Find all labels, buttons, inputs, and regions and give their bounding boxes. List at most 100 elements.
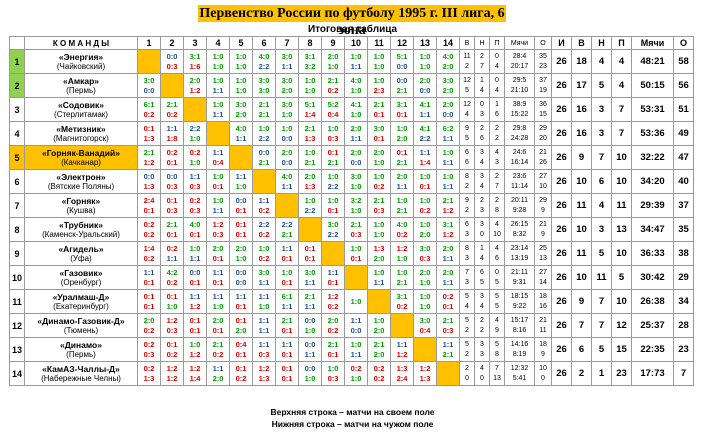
home-score: 0:1	[143, 123, 155, 133]
match-cell: 2:0 1:1	[436, 241, 460, 266]
match-cell: 3:0 0:4	[413, 313, 437, 338]
match-cell: 0:0 2:1	[252, 145, 276, 170]
split-points-cell: 29 20	[534, 121, 552, 146]
home-score: 3:0	[281, 51, 293, 61]
match-cell: 0:0 0:3	[160, 169, 184, 194]
team-name-cell: «Метизник» (Магнитогорск)	[24, 121, 138, 146]
team-name: «Динамо»	[60, 339, 102, 350]
match-cell: 3:0 0:3	[413, 241, 437, 266]
away-score: 1:3	[143, 133, 155, 143]
total-points: 51	[673, 97, 694, 122]
total-goals: 50:15	[631, 73, 674, 98]
away-score: 1:0	[258, 301, 270, 311]
match-cell: 2:1 0:2	[321, 73, 345, 98]
match-cell: 0:1 0:1	[229, 217, 253, 242]
away-draw-count: 3	[480, 110, 484, 118]
home-score: 5:2	[327, 99, 339, 109]
home-score: 2:1	[258, 99, 270, 109]
home-win-count: 7	[465, 268, 469, 276]
away-score: 0:1	[212, 253, 224, 263]
home-win-count: 12	[463, 76, 471, 84]
away-points: 9	[541, 350, 545, 358]
away-score: 1:0	[419, 301, 431, 311]
away-score: 0:2	[258, 229, 270, 239]
match-cell: 0:1 0:2	[229, 361, 253, 386]
away-score: 1:0	[235, 85, 247, 95]
match-cell: 1:0 1:1	[436, 145, 460, 170]
match-cell: 1:0 1:2	[183, 337, 207, 362]
match-cell: 1:0 1:0	[206, 49, 230, 74]
home-score: 1:0	[327, 363, 339, 373]
total-played: 26	[551, 145, 572, 170]
home-score: 0:0	[258, 147, 270, 157]
match-cell: 2:4 0:1	[137, 193, 161, 218]
home-score: 4:1	[350, 99, 362, 109]
match-cell: 0:1 0:2	[160, 337, 184, 362]
match-cell: 1:0 1:1	[206, 193, 230, 218]
split-loss-cell: 7 13	[489, 361, 505, 386]
away-goals: 15:22	[510, 110, 529, 118]
header-opponent: 6	[252, 36, 276, 50]
total-wins: 7	[571, 313, 592, 338]
away-score: 1:0	[419, 277, 431, 287]
team-place: 6	[9, 169, 25, 194]
total-draws: 5	[591, 73, 612, 98]
away-score: 2:1	[442, 349, 454, 359]
home-score: 3:1	[442, 219, 454, 229]
home-score: 4:0	[350, 75, 362, 85]
match-cell: 0:1 2:0	[229, 313, 253, 338]
match-cell: 2:1 1:2	[436, 193, 460, 218]
away-score: 1:0	[235, 253, 247, 263]
total-goals: 26:38	[631, 289, 674, 314]
team-name-cell: «Агидель» (Уфа)	[24, 241, 138, 266]
home-score: 3:0	[419, 315, 431, 325]
away-score: 1:0	[235, 181, 247, 191]
team-city: (Качканар)	[61, 157, 101, 167]
away-win-count: 5	[465, 134, 469, 142]
home-score: 1:1	[235, 291, 247, 301]
team-place: 7	[9, 193, 25, 218]
home-score: 1:2	[327, 291, 339, 301]
home-goals: 29:5	[512, 76, 527, 84]
away-loss-count: 5	[495, 302, 499, 310]
away-score: 1:2	[189, 349, 201, 359]
away-win-count: 3	[465, 254, 469, 262]
home-draw-count: 3	[480, 172, 484, 180]
home-score: 0:1	[235, 363, 247, 373]
away-score: 1:1	[304, 349, 316, 359]
self-match-cell	[137, 49, 161, 74]
home-score: 5:1	[304, 99, 316, 109]
match-cell: 1:0 0:1	[321, 193, 345, 218]
match-cell: 5:2 0:4	[321, 97, 345, 122]
away-score: 1:1	[442, 157, 454, 167]
match-cell: 1:1 0:1	[275, 337, 299, 362]
home-draw-count: 1	[480, 244, 484, 252]
away-score: 1:3	[258, 373, 270, 383]
total-played: 26	[551, 241, 572, 266]
away-score: 0:2	[327, 325, 339, 335]
away-score: 1:1	[189, 253, 201, 263]
match-cell: 1:0 2:0	[390, 121, 414, 146]
total-goals: 22:35	[631, 337, 674, 362]
away-points: 15	[539, 110, 547, 118]
away-loss-count: 9	[495, 326, 499, 334]
match-cell: 0:0 1:3	[137, 169, 161, 194]
home-score: 1:1	[143, 267, 155, 277]
home-draw-count: 0	[480, 100, 484, 108]
total-points: 49	[673, 121, 694, 146]
total-draws: 7	[591, 289, 612, 314]
home-score: 1:2	[258, 363, 270, 373]
match-cell: 6:1 1:1	[275, 289, 299, 314]
home-score: 1:0	[373, 171, 385, 181]
team-city: (Магнитогорск)	[53, 133, 109, 143]
home-score: 1:0	[419, 219, 431, 229]
match-cell: 1:0 0:1	[275, 265, 299, 290]
away-score: 2:0	[373, 253, 385, 263]
header-opponent: 7	[275, 36, 299, 50]
header-opponent: 13	[413, 36, 437, 50]
home-score: 2:1	[143, 147, 155, 157]
away-draw-count: 3	[480, 206, 484, 214]
